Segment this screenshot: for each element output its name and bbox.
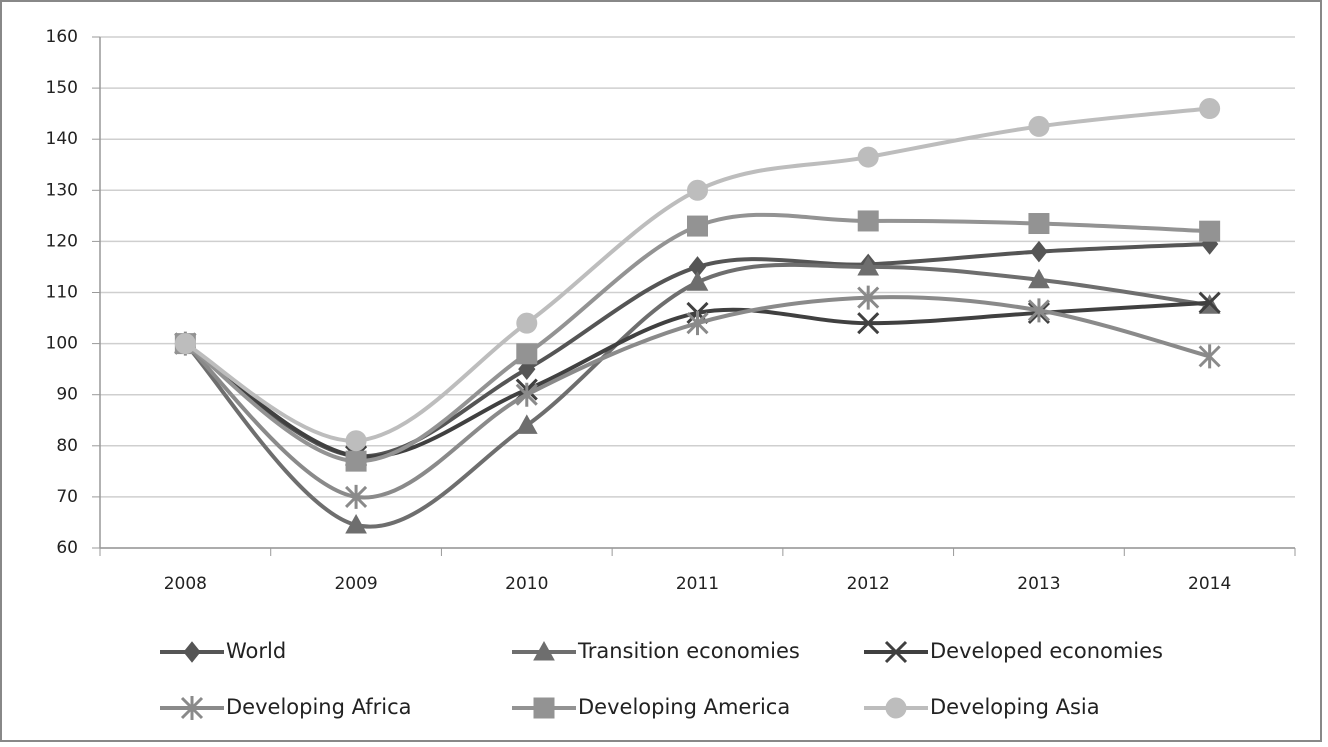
y-tick-label: 100 bbox=[46, 334, 78, 354]
x-tick-label: 2011 bbox=[676, 574, 719, 594]
marker bbox=[1199, 98, 1221, 120]
marker bbox=[515, 382, 538, 407]
marker bbox=[533, 697, 555, 719]
marker bbox=[1198, 291, 1221, 314]
legend-label: Developing Asia bbox=[930, 695, 1100, 719]
marker bbox=[345, 513, 367, 534]
marker bbox=[345, 450, 367, 472]
marker bbox=[1030, 240, 1048, 263]
y-tick-label: 110 bbox=[46, 283, 78, 303]
legend-label: Developed economies bbox=[930, 639, 1163, 663]
marker bbox=[1198, 344, 1221, 369]
series bbox=[174, 98, 1221, 452]
x-tick-label: 2014 bbox=[1188, 574, 1231, 594]
y-tick-label: 160 bbox=[46, 27, 78, 47]
marker bbox=[516, 312, 538, 334]
marker bbox=[687, 215, 708, 237]
y-tick-label: 140 bbox=[46, 129, 78, 149]
x-tick-label: 2009 bbox=[334, 574, 377, 594]
marker bbox=[857, 146, 879, 168]
marker bbox=[345, 430, 367, 452]
marker bbox=[857, 312, 880, 335]
marker bbox=[1027, 298, 1050, 323]
x-tick-label: 2012 bbox=[847, 574, 890, 594]
marker bbox=[687, 179, 708, 201]
marker bbox=[884, 640, 908, 664]
marker bbox=[885, 697, 907, 719]
y-tick-label: 60 bbox=[56, 538, 78, 558]
series bbox=[174, 210, 1221, 472]
series bbox=[174, 285, 1221, 509]
marker bbox=[1028, 213, 1050, 235]
marker bbox=[1028, 268, 1050, 289]
marker bbox=[1028, 115, 1050, 137]
y-tick-label: 120 bbox=[46, 231, 78, 251]
legend-label: Transition economies bbox=[577, 639, 800, 663]
legend-label: Developing Africa bbox=[226, 695, 412, 719]
marker bbox=[857, 210, 879, 232]
legend-label: Developing America bbox=[578, 695, 790, 719]
marker bbox=[686, 311, 709, 336]
y-tick-label: 150 bbox=[46, 78, 78, 98]
marker bbox=[1199, 220, 1221, 242]
x-tick-label: 2008 bbox=[164, 574, 207, 594]
x-tick-label: 2013 bbox=[1017, 574, 1060, 594]
y-tick-label: 90 bbox=[56, 385, 78, 405]
marker bbox=[183, 641, 201, 663]
marker bbox=[174, 333, 196, 355]
marker bbox=[180, 696, 204, 720]
marker bbox=[857, 255, 880, 276]
x-tick-label: 2010 bbox=[505, 574, 548, 594]
y-tick-label: 130 bbox=[46, 180, 78, 200]
marker bbox=[516, 343, 538, 365]
legend-label: World bbox=[226, 639, 286, 663]
y-tick-label: 80 bbox=[56, 436, 78, 456]
marker bbox=[345, 484, 368, 509]
marker bbox=[686, 271, 709, 291]
marker bbox=[857, 285, 880, 310]
marker bbox=[533, 640, 555, 661]
y-tick-label: 70 bbox=[56, 487, 78, 507]
marker bbox=[515, 414, 538, 434]
